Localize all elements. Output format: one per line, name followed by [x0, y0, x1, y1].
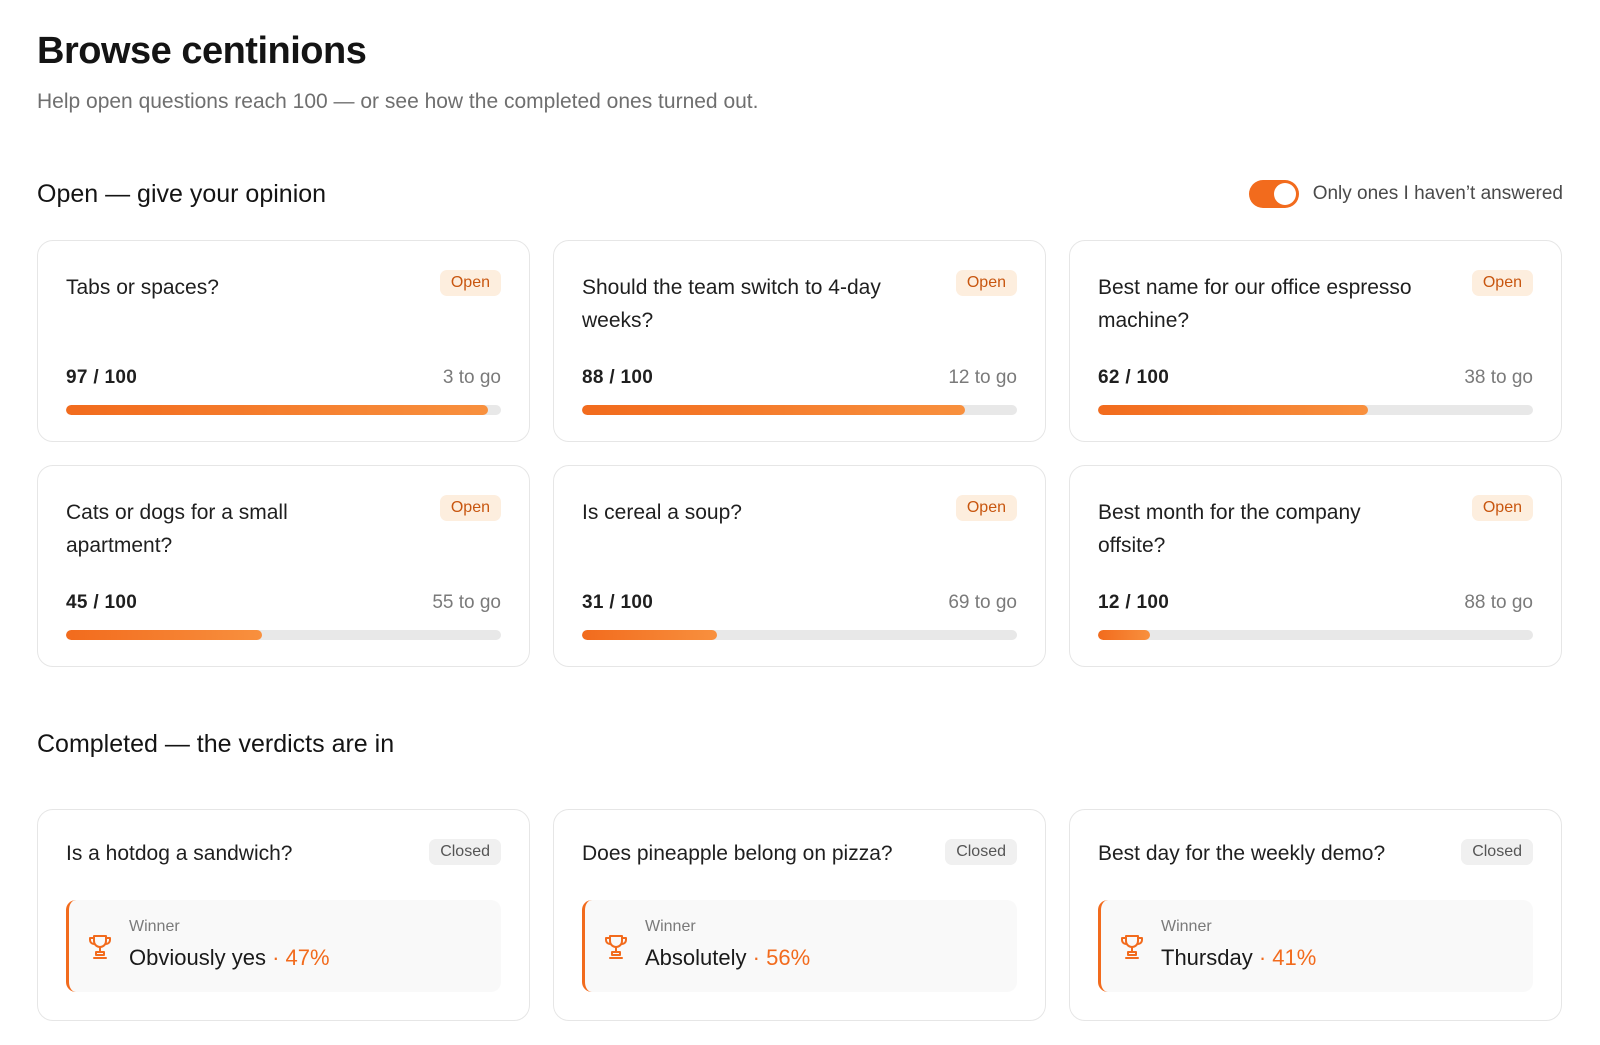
remaining-count: 3 to go	[442, 367, 501, 388]
status-badge: Closed	[429, 839, 501, 865]
progress-bar	[1098, 405, 1533, 415]
unanswered-toggle-label: Only ones I haven’t answered	[1312, 183, 1563, 204]
winner-line: Thursday · 41%	[1161, 945, 1316, 971]
winner-line: Absolutely · 56%	[645, 945, 810, 971]
page-title: Browse centinions	[37, 30, 367, 72]
progress-fill	[1098, 405, 1368, 415]
question-text: Best name for our office espresso machin…	[1098, 276, 1412, 332]
winner-name: Absolutely	[645, 945, 747, 970]
status-badge: Open	[1471, 270, 1533, 296]
completed-question-card[interactable]: Does pineapple belong on pizza? Closed Win…	[553, 809, 1046, 1021]
unanswered-toggle[interactable]	[1248, 180, 1299, 208]
question-text: Should the team switch to 4-day weeks?	[582, 276, 881, 332]
response-count: 12 / 100	[1098, 592, 1170, 613]
open-section-title: Open — give your opinion	[37, 180, 327, 208]
remaining-count: 38 to go	[1464, 367, 1533, 388]
unanswered-filter[interactable]: Only ones I haven’t answered	[1248, 180, 1563, 208]
question-text: Best day for the weekly demo?	[1098, 842, 1386, 865]
winner-name: Obviously yes	[129, 945, 266, 970]
open-cards-grid: Tabs or spaces? Open 97 / 100 3 to go Should…	[37, 240, 1563, 667]
progress-fill	[66, 630, 262, 640]
open-question-card[interactable]: Cats or dogs for a small apartment? Open 4…	[37, 465, 530, 667]
progress-bar	[582, 630, 1017, 640]
response-count: 97 / 100	[66, 367, 138, 388]
question-text: Is cereal a soup?	[582, 501, 742, 524]
open-question-card[interactable]: Best month for the company offsite? Open 1…	[1069, 465, 1562, 667]
progress-bar	[582, 405, 1017, 415]
winner-panel: Winner Obviously yes · 47%	[66, 900, 501, 992]
remaining-count: 88 to go	[1464, 592, 1533, 613]
remaining-count: 12 to go	[948, 367, 1017, 388]
winner-label: Winner	[645, 918, 696, 935]
open-question-card[interactable]: Best name for our office espresso machin…	[1069, 240, 1562, 442]
status-badge: Open	[1471, 495, 1533, 521]
status-badge: Closed	[1461, 839, 1533, 865]
open-question-card[interactable]: Should the team switch to 4-day weeks? Op…	[553, 240, 1046, 442]
response-count: 88 / 100	[582, 367, 654, 388]
winner-percent: 56%	[766, 945, 811, 970]
open-question-card[interactable]: Tabs or spaces? Open 97 / 100 3 to go	[37, 240, 530, 442]
status-badge: Open	[439, 495, 501, 521]
winner-label: Winner	[129, 918, 180, 935]
question-text: Does pineapple belong on pizza?	[582, 842, 893, 865]
winner-name: Thursday	[1161, 945, 1253, 970]
completed-section-title: Completed — the verdicts are in	[37, 730, 395, 758]
progress-bar	[1098, 630, 1533, 640]
completed-question-card[interactable]: Is a hotdog a sandwich? Closed Winner Obvio…	[37, 809, 530, 1021]
open-question-card[interactable]: Is cereal a soup? Open 31 / 100 69 to go	[553, 465, 1046, 667]
question-text: Best month for the company offsite?	[1098, 501, 1361, 557]
status-badge: Closed	[945, 839, 1017, 865]
question-text: Is a hotdog a sandwich?	[66, 842, 293, 865]
winner-percent: 47%	[285, 945, 330, 970]
status-badge: Open	[439, 270, 501, 296]
question-text: Tabs or spaces?	[66, 276, 219, 299]
winner-separator: ·	[1258, 945, 1267, 970]
trophy-icon	[87, 933, 113, 961]
completed-cards-grid: Is a hotdog a sandwich? Closed Winner Obvio…	[37, 809, 1563, 1021]
winner-line: Obviously yes · 47%	[129, 945, 330, 971]
winner-panel: Winner Thursday · 41%	[1098, 900, 1533, 992]
winner-label: Winner	[1161, 918, 1212, 935]
completed-question-card[interactable]: Best day for the weekly demo? Closed Winne…	[1069, 809, 1562, 1021]
winner-separator: ·	[272, 945, 280, 970]
trophy-icon	[1119, 933, 1145, 961]
progress-bar	[66, 630, 501, 640]
remaining-count: 69 to go	[948, 592, 1017, 613]
winner-percent: 41%	[1272, 945, 1317, 970]
trophy-icon	[603, 933, 629, 961]
status-badge: Open	[955, 270, 1017, 296]
progress-bar	[66, 405, 501, 415]
progress-fill	[582, 630, 717, 640]
page-subtitle: Help open questions reach 100 — or see h…	[37, 90, 759, 113]
response-count: 31 / 100	[582, 592, 654, 613]
response-count: 62 / 100	[1098, 367, 1170, 388]
remaining-count: 55 to go	[432, 592, 501, 613]
status-badge: Open	[955, 495, 1017, 521]
progress-fill	[1098, 630, 1151, 640]
question-text: Cats or dogs for a small apartment?	[66, 501, 288, 557]
progress-fill	[66, 405, 488, 415]
response-count: 45 / 100	[66, 592, 138, 613]
progress-fill	[582, 405, 965, 415]
winner-panel: Winner Absolutely · 56%	[582, 900, 1017, 992]
winner-separator: ·	[752, 945, 760, 970]
toggle-knob	[1273, 183, 1296, 205]
